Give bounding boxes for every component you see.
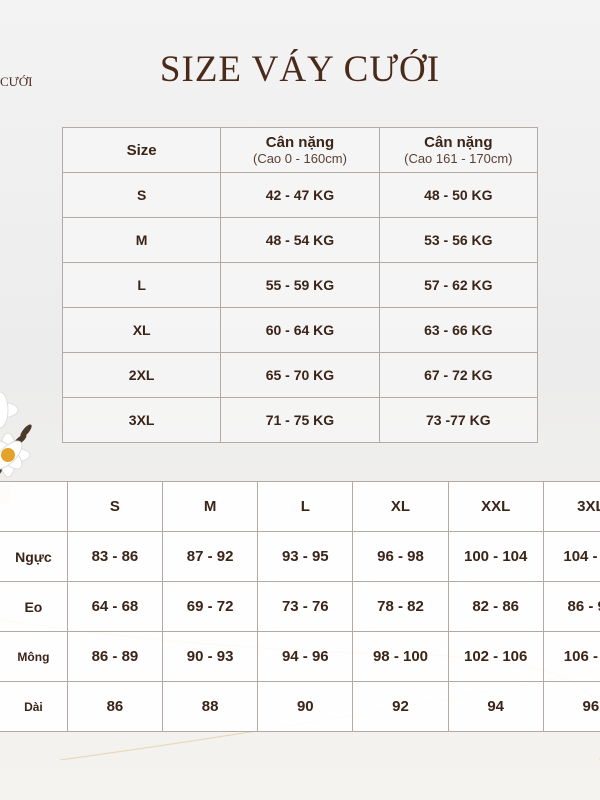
- table-cell: 64 - 68: [66, 581, 164, 632]
- daisy-flower-decoration: [0, 391, 32, 505]
- header-cell: XXL: [447, 481, 544, 532]
- table-cell: 104 - 10: [542, 531, 600, 582]
- table-row: Mông 86 - 89 90 - 93 94 - 96 98 - 100 102 - 1…: [0, 631, 600, 682]
- table-cell: 94 - 96: [257, 631, 354, 682]
- table-cell: 106 - 11: [542, 631, 600, 682]
- table-cell: 102 - 106: [447, 631, 544, 682]
- table-cell: XL: [61, 307, 222, 353]
- table-row: S 42 - 47 KG 48 - 50 KG: [61, 172, 539, 218]
- header-cell: [0, 481, 68, 532]
- table-cell: 88: [162, 681, 259, 732]
- table-cell: 98 - 100: [352, 631, 449, 682]
- table-cell: 90 - 93: [162, 631, 259, 682]
- header-size: Size: [61, 127, 222, 173]
- table-row: M 48 - 54 KG 53 - 56 KG: [61, 217, 539, 263]
- table-cell: 73 - 76: [257, 581, 354, 632]
- table-cell: 87 - 92: [162, 531, 259, 582]
- table-cell: 65 - 70 KG: [220, 352, 380, 398]
- table-cell: 53 - 56 KG: [378, 217, 539, 263]
- table-cell: 73 -77 KG: [378, 397, 539, 443]
- table-row: Eo 64 - 68 69 - 72 73 - 76 78 - 82 82 - 86 86 …: [0, 581, 600, 632]
- table-row: 3XL 71 - 75 KG 73 -77 KG: [61, 397, 539, 443]
- table-row: Dài 86 88 90 92 94 96: [0, 681, 600, 732]
- row-label: Eo: [0, 581, 68, 632]
- table-row: Ngực 83 - 86 87 - 92 93 - 95 96 - 98 100 - 10…: [0, 531, 600, 582]
- table-cell: 48 - 54 KG: [220, 217, 380, 263]
- table-cell: 42 - 47 KG: [220, 172, 380, 218]
- table-cell: 60 - 64 KG: [220, 307, 380, 353]
- table-cell: 86 - 95: [542, 581, 600, 632]
- table-cell: 86: [66, 681, 164, 732]
- side-title: CƯỚI: [0, 74, 33, 89]
- table-cell: 71 - 75 KG: [220, 397, 380, 443]
- table-cell: 92: [352, 681, 449, 732]
- table-cell: 63 - 66 KG: [378, 307, 539, 353]
- page-title: SIZE VÁY CƯỚI: [159, 49, 441, 90]
- table-cell: 2XL: [61, 352, 222, 398]
- header-cell: L: [257, 481, 354, 532]
- table-cell: 82 - 86: [447, 581, 544, 632]
- table-cell: 78 - 82: [352, 581, 449, 632]
- table-row: 2XL 65 - 70 KG 67 - 72 KG: [61, 352, 539, 398]
- header-cell: 3XL: [542, 481, 600, 532]
- header-cell: S: [66, 481, 164, 532]
- table-row: XL 60 - 64 KG 63 - 66 KG: [61, 307, 539, 353]
- table-cell: 67 - 72 KG: [378, 352, 539, 398]
- row-label: Ngực: [0, 531, 68, 582]
- table-cell: 48 - 50 KG: [378, 172, 539, 218]
- table-cell: 86 - 89: [66, 631, 164, 682]
- table-cell: M: [61, 217, 222, 263]
- table-cell: 3XL: [61, 397, 222, 443]
- table-cell: 94: [447, 681, 544, 732]
- header-cell: XL: [352, 481, 449, 532]
- weight-size-table: Size Cân nặng (Cao 0 - 160cm) Cân nặng (Ca…: [61, 127, 539, 443]
- table-cell: 96 - 98: [352, 531, 449, 582]
- table-header-row: Size Cân nặng (Cao 0 - 160cm) Cân nặng (Ca…: [61, 127, 539, 173]
- table-cell: 93 - 95: [257, 531, 354, 582]
- table-cell: 69 - 72: [162, 581, 259, 632]
- table-cell: 83 - 86: [66, 531, 164, 582]
- table-cell: 100 - 104: [447, 531, 544, 582]
- table-cell: 96: [542, 681, 600, 732]
- header-weight-161-170: Cân nặng (Cao 161 - 170cm): [378, 127, 539, 173]
- row-label: Dài: [0, 681, 68, 732]
- row-label: Mông: [0, 631, 68, 682]
- header-weight-0-160: Cân nặng (Cao 0 - 160cm): [220, 127, 380, 173]
- table-cell: 90: [257, 681, 354, 732]
- header-cell: M: [162, 481, 259, 532]
- table-header-row: SMLXLXXL3XL: [0, 481, 600, 532]
